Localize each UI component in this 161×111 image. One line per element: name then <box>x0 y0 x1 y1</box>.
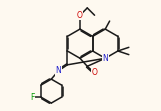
Text: N: N <box>56 66 62 75</box>
Text: N: N <box>102 54 108 63</box>
Text: O: O <box>77 11 83 20</box>
Text: F: F <box>30 93 34 102</box>
Text: O: O <box>92 68 98 77</box>
